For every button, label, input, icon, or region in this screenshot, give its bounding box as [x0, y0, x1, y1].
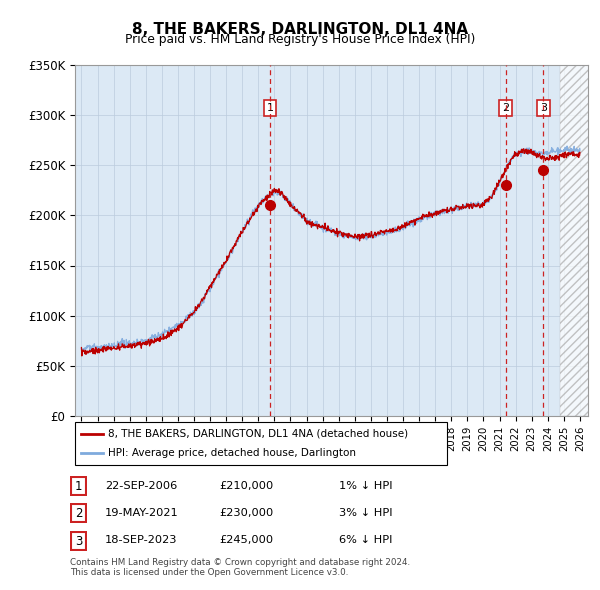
Text: 2: 2: [502, 103, 509, 113]
Text: 1: 1: [75, 480, 82, 493]
Text: HPI: Average price, detached house, Darlington: HPI: Average price, detached house, Darl…: [109, 448, 356, 458]
Text: 18-SEP-2023: 18-SEP-2023: [105, 536, 178, 545]
FancyBboxPatch shape: [71, 532, 86, 550]
Text: 8, THE BAKERS, DARLINGTON, DL1 4NA (detached house): 8, THE BAKERS, DARLINGTON, DL1 4NA (deta…: [109, 429, 409, 439]
Text: Contains HM Land Registry data © Crown copyright and database right 2024.
This d: Contains HM Land Registry data © Crown c…: [70, 558, 410, 577]
Text: Price paid vs. HM Land Registry's House Price Index (HPI): Price paid vs. HM Land Registry's House …: [125, 33, 475, 46]
FancyBboxPatch shape: [75, 422, 447, 465]
Text: £230,000: £230,000: [219, 508, 273, 517]
Text: 3% ↓ HPI: 3% ↓ HPI: [339, 508, 392, 517]
Text: 6% ↓ HPI: 6% ↓ HPI: [339, 536, 392, 545]
Text: £245,000: £245,000: [219, 536, 273, 545]
Text: 3: 3: [75, 535, 82, 548]
Text: 19-MAY-2021: 19-MAY-2021: [105, 508, 179, 517]
Text: £210,000: £210,000: [219, 481, 273, 490]
Text: 1: 1: [266, 103, 274, 113]
Text: 22-SEP-2006: 22-SEP-2006: [105, 481, 177, 490]
Text: 8, THE BAKERS, DARLINGTON, DL1 4NA: 8, THE BAKERS, DARLINGTON, DL1 4NA: [132, 22, 468, 37]
Text: 1% ↓ HPI: 1% ↓ HPI: [339, 481, 392, 490]
FancyBboxPatch shape: [71, 504, 86, 522]
Text: 2: 2: [75, 507, 82, 520]
FancyBboxPatch shape: [71, 477, 86, 495]
Text: 3: 3: [540, 103, 547, 113]
